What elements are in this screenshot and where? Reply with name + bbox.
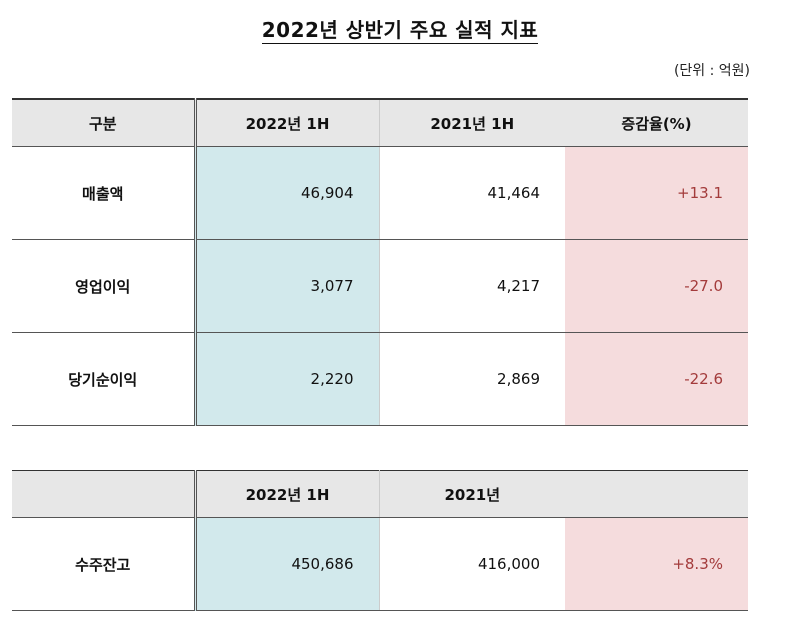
- row-label: 영업이익: [12, 239, 197, 333]
- change-value: -27.0: [565, 239, 748, 333]
- table-row: 영업이익 3,077 4,217 -27.0: [12, 239, 748, 333]
- row-label: 수주잔고: [12, 517, 197, 611]
- value-2021: 416,000: [379, 517, 565, 611]
- table-row: 매출액 46,904 41,464 +13.1: [12, 146, 748, 240]
- value-2022: 3,077: [195, 239, 380, 333]
- value-2021: 4,217: [379, 239, 565, 333]
- value-2022: 46,904: [195, 146, 380, 240]
- row-label: 매출액: [12, 146, 197, 240]
- change-value: -22.6: [565, 332, 748, 426]
- order-backlog-table: 2022년 1H 2021년 수주잔고 450,686 416,000 +8.3…: [12, 470, 748, 611]
- header-2021-1h: 2021년 1H: [379, 99, 565, 147]
- header-2021: 2021년: [379, 470, 565, 518]
- value-2021: 2,869: [379, 332, 565, 426]
- change-value: +13.1: [565, 146, 748, 240]
- header-blank-change: [565, 470, 748, 518]
- change-value: +8.3%: [565, 517, 748, 611]
- table-header-row: 2022년 1H 2021년: [12, 470, 748, 518]
- performance-table: 구분 2022년 1H 2021년 1H 증감율(%) 매출액 46,904 4…: [12, 98, 748, 426]
- header-blank: [12, 470, 197, 518]
- table-row: 수주잔고 450,686 416,000 +8.3%: [12, 517, 748, 611]
- header-category: 구분: [12, 99, 197, 147]
- page-title: 2022년 상반기 주요 실적 지표: [0, 14, 800, 44]
- page-title-text: 2022년 상반기 주요 실적 지표: [261, 18, 539, 44]
- unit-note: (단위 : 억원): [673, 63, 750, 79]
- header-change-rate: 증감율(%): [565, 99, 748, 147]
- value-2022: 450,686: [195, 517, 380, 611]
- value-2021: 41,464: [379, 146, 565, 240]
- value-2022: 2,220: [195, 332, 380, 426]
- header-2022-1h: 2022년 1H: [195, 99, 380, 147]
- table-row: 당기순이익 2,220 2,869 -22.6: [12, 332, 748, 426]
- header-2022-1h: 2022년 1H: [195, 470, 380, 518]
- row-label: 당기순이익: [12, 332, 197, 426]
- table-header-row: 구분 2022년 1H 2021년 1H 증감율(%): [12, 99, 748, 147]
